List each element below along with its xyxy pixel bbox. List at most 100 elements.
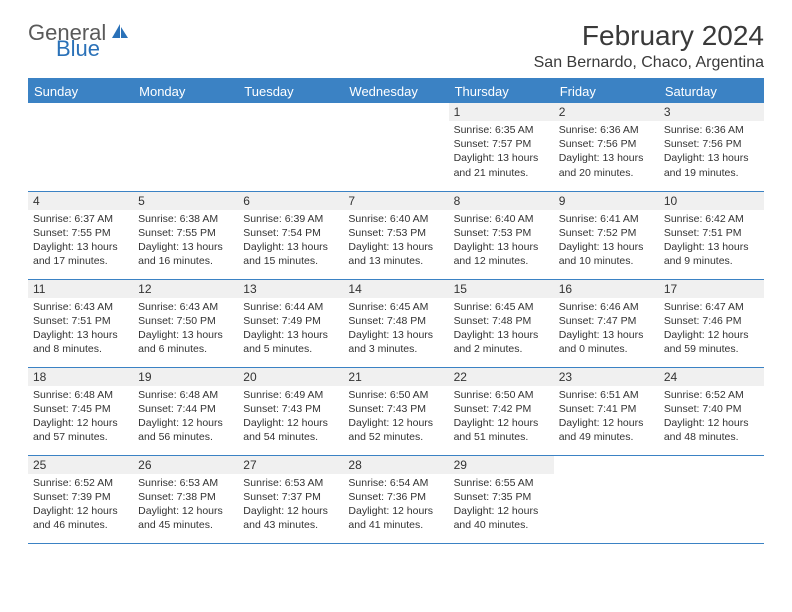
sunset-text: Sunset: 7:42 PM [454, 402, 549, 416]
day-info: Sunrise: 6:36 AMSunset: 7:56 PMDaylight:… [559, 123, 654, 180]
header-thursday: Thursday [449, 79, 554, 103]
sunset-text: Sunset: 7:53 PM [348, 226, 443, 240]
daylight-text: Daylight: 12 hours and 59 minutes. [664, 328, 759, 356]
day-info: Sunrise: 6:52 AMSunset: 7:39 PMDaylight:… [33, 476, 128, 533]
day-number: 10 [659, 192, 764, 210]
sunset-text: Sunset: 7:51 PM [664, 226, 759, 240]
day-number: 7 [343, 192, 448, 210]
day-info: Sunrise: 6:47 AMSunset: 7:46 PMDaylight:… [664, 300, 759, 357]
week-row: 4Sunrise: 6:37 AMSunset: 7:55 PMDaylight… [28, 191, 764, 279]
day-info: Sunrise: 6:36 AMSunset: 7:56 PMDaylight:… [664, 123, 759, 180]
sunset-text: Sunset: 7:56 PM [664, 137, 759, 151]
sunset-text: Sunset: 7:48 PM [454, 314, 549, 328]
day-info: Sunrise: 6:54 AMSunset: 7:36 PMDaylight:… [348, 476, 443, 533]
day-info: Sunrise: 6:55 AMSunset: 7:35 PMDaylight:… [454, 476, 549, 533]
day-cell: 10 Sunrise: 6:42 AMSunset: 7:51 PMDayligh… [659, 191, 764, 279]
sunrise-text: Sunrise: 6:36 AM [559, 123, 654, 137]
daylight-text: Daylight: 12 hours and 40 minutes. [454, 504, 549, 532]
day-cell: 24Sunrise: 6:52 AMSunset: 7:40 PMDayligh… [659, 367, 764, 455]
day-info: Sunrise: 6:40 AMSunset: 7:53 PMDaylight:… [454, 212, 549, 269]
sunrise-text: Sunrise: 6:48 AM [138, 388, 233, 402]
day-cell: 12Sunrise: 6:43 AMSunset: 7:50 PMDayligh… [133, 279, 238, 367]
day-info: Sunrise: 6:49 AMSunset: 7:43 PMDaylight:… [243, 388, 338, 445]
day-info: Sunrise: 6:41 AMSunset: 7:52 PMDaylight:… [559, 212, 654, 269]
daylight-text: Daylight: 12 hours and 45 minutes. [138, 504, 233, 532]
day-number: 11 [28, 280, 133, 298]
sunrise-text: Sunrise: 6:47 AM [664, 300, 759, 314]
day-number: 13 [238, 280, 343, 298]
day-cell: 6Sunrise: 6:39 AMSunset: 7:54 PMDaylight… [238, 191, 343, 279]
sunset-text: Sunset: 7:55 PM [33, 226, 128, 240]
day-number: 17 [659, 280, 764, 298]
daylight-text: Daylight: 13 hours and 13 minutes. [348, 240, 443, 268]
day-cell: 8 Sunrise: 6:40 AMSunset: 7:53 PMDaylight… [449, 191, 554, 279]
sunset-text: Sunset: 7:57 PM [454, 137, 549, 151]
daylight-text: Daylight: 13 hours and 8 minutes. [33, 328, 128, 356]
day-number: 3 [659, 103, 764, 121]
sunrise-text: Sunrise: 6:39 AM [243, 212, 338, 226]
day-cell: 11Sunrise: 6:43 AMSunset: 7:51 PMDayligh… [28, 279, 133, 367]
day-number: 8 [449, 192, 554, 210]
header-row: Sunday Monday Tuesday Wednesday Thursday… [28, 79, 764, 103]
day-cell: 22Sunrise: 6:50 AMSunset: 7:42 PMDayligh… [449, 367, 554, 455]
day-cell: 20Sunrise: 6:49 AMSunset: 7:43 PMDayligh… [238, 367, 343, 455]
page-title: February 2024 [534, 20, 764, 52]
sunrise-text: Sunrise: 6:40 AM [348, 212, 443, 226]
sunset-text: Sunset: 7:37 PM [243, 490, 338, 504]
daylight-text: Daylight: 13 hours and 6 minutes. [138, 328, 233, 356]
day-info: Sunrise: 6:45 AMSunset: 7:48 PMDaylight:… [454, 300, 549, 357]
day-number: 23 [554, 368, 659, 386]
day-cell: 18Sunrise: 6:48 AMSunset: 7:45 PMDayligh… [28, 367, 133, 455]
daylight-text: Daylight: 13 hours and 5 minutes. [243, 328, 338, 356]
day-number: 6 [238, 192, 343, 210]
day-cell: 9 Sunrise: 6:41 AMSunset: 7:52 PMDaylight… [554, 191, 659, 279]
day-info: Sunrise: 6:50 AMSunset: 7:43 PMDaylight:… [348, 388, 443, 445]
day-info: Sunrise: 6:53 AMSunset: 7:37 PMDaylight:… [243, 476, 338, 533]
sunset-text: Sunset: 7:43 PM [243, 402, 338, 416]
sunset-text: Sunset: 7:41 PM [559, 402, 654, 416]
day-cell [659, 455, 764, 543]
day-info: Sunrise: 6:37 AMSunset: 7:55 PMDaylight:… [33, 212, 128, 269]
sunset-text: Sunset: 7:54 PM [243, 226, 338, 240]
header-saturday: Saturday [659, 79, 764, 103]
sunrise-text: Sunrise: 6:51 AM [559, 388, 654, 402]
daylight-text: Daylight: 13 hours and 19 minutes. [664, 151, 759, 179]
day-cell: 5Sunrise: 6:38 AMSunset: 7:55 PMDaylight… [133, 191, 238, 279]
header-tuesday: Tuesday [238, 79, 343, 103]
day-number: 9 [554, 192, 659, 210]
day-number: 25 [28, 456, 133, 474]
daylight-text: Daylight: 12 hours and 46 minutes. [33, 504, 128, 532]
day-number: 28 [343, 456, 448, 474]
day-number: 2 [554, 103, 659, 121]
sunrise-text: Sunrise: 6:50 AM [454, 388, 549, 402]
day-cell: 29Sunrise: 6:55 AMSunset: 7:35 PMDayligh… [449, 455, 554, 543]
day-info: Sunrise: 6:50 AMSunset: 7:42 PMDaylight:… [454, 388, 549, 445]
sunrise-text: Sunrise: 6:44 AM [243, 300, 338, 314]
sunset-text: Sunset: 7:43 PM [348, 402, 443, 416]
day-cell [238, 103, 343, 191]
calendar-body: 1Sunrise: 6:35 AMSunset: 7:57 PMDaylight… [28, 103, 764, 543]
logo-text-blue: Blue [56, 36, 100, 62]
week-row: 1Sunrise: 6:35 AMSunset: 7:57 PMDaylight… [28, 103, 764, 191]
day-cell: 14Sunrise: 6:45 AMSunset: 7:48 PMDayligh… [343, 279, 448, 367]
day-info: Sunrise: 6:42 AMSunset: 7:51 PMDaylight:… [664, 212, 759, 269]
day-cell: 27Sunrise: 6:53 AMSunset: 7:37 PMDayligh… [238, 455, 343, 543]
sunrise-text: Sunrise: 6:36 AM [664, 123, 759, 137]
sunrise-text: Sunrise: 6:55 AM [454, 476, 549, 490]
day-cell [343, 103, 448, 191]
calendar-table: Sunday Monday Tuesday Wednesday Thursday… [28, 78, 764, 544]
daylight-text: Daylight: 12 hours and 43 minutes. [243, 504, 338, 532]
day-info: Sunrise: 6:53 AMSunset: 7:38 PMDaylight:… [138, 476, 233, 533]
day-number: 16 [554, 280, 659, 298]
day-info: Sunrise: 6:35 AMSunset: 7:57 PMDaylight:… [454, 123, 549, 180]
sunrise-text: Sunrise: 6:52 AM [664, 388, 759, 402]
sunset-text: Sunset: 7:46 PM [664, 314, 759, 328]
daylight-text: Daylight: 12 hours and 51 minutes. [454, 416, 549, 444]
sunrise-text: Sunrise: 6:41 AM [559, 212, 654, 226]
day-info: Sunrise: 6:44 AMSunset: 7:49 PMDaylight:… [243, 300, 338, 357]
day-info: Sunrise: 6:46 AMSunset: 7:47 PMDaylight:… [559, 300, 654, 357]
day-cell: 23 Sunrise: 6:51 AMSunset: 7:41 PMDayligh… [554, 367, 659, 455]
day-cell: 4Sunrise: 6:37 AMSunset: 7:55 PMDaylight… [28, 191, 133, 279]
daylight-text: Daylight: 12 hours and 49 minutes. [559, 416, 654, 444]
sunset-text: Sunset: 7:53 PM [454, 226, 549, 240]
